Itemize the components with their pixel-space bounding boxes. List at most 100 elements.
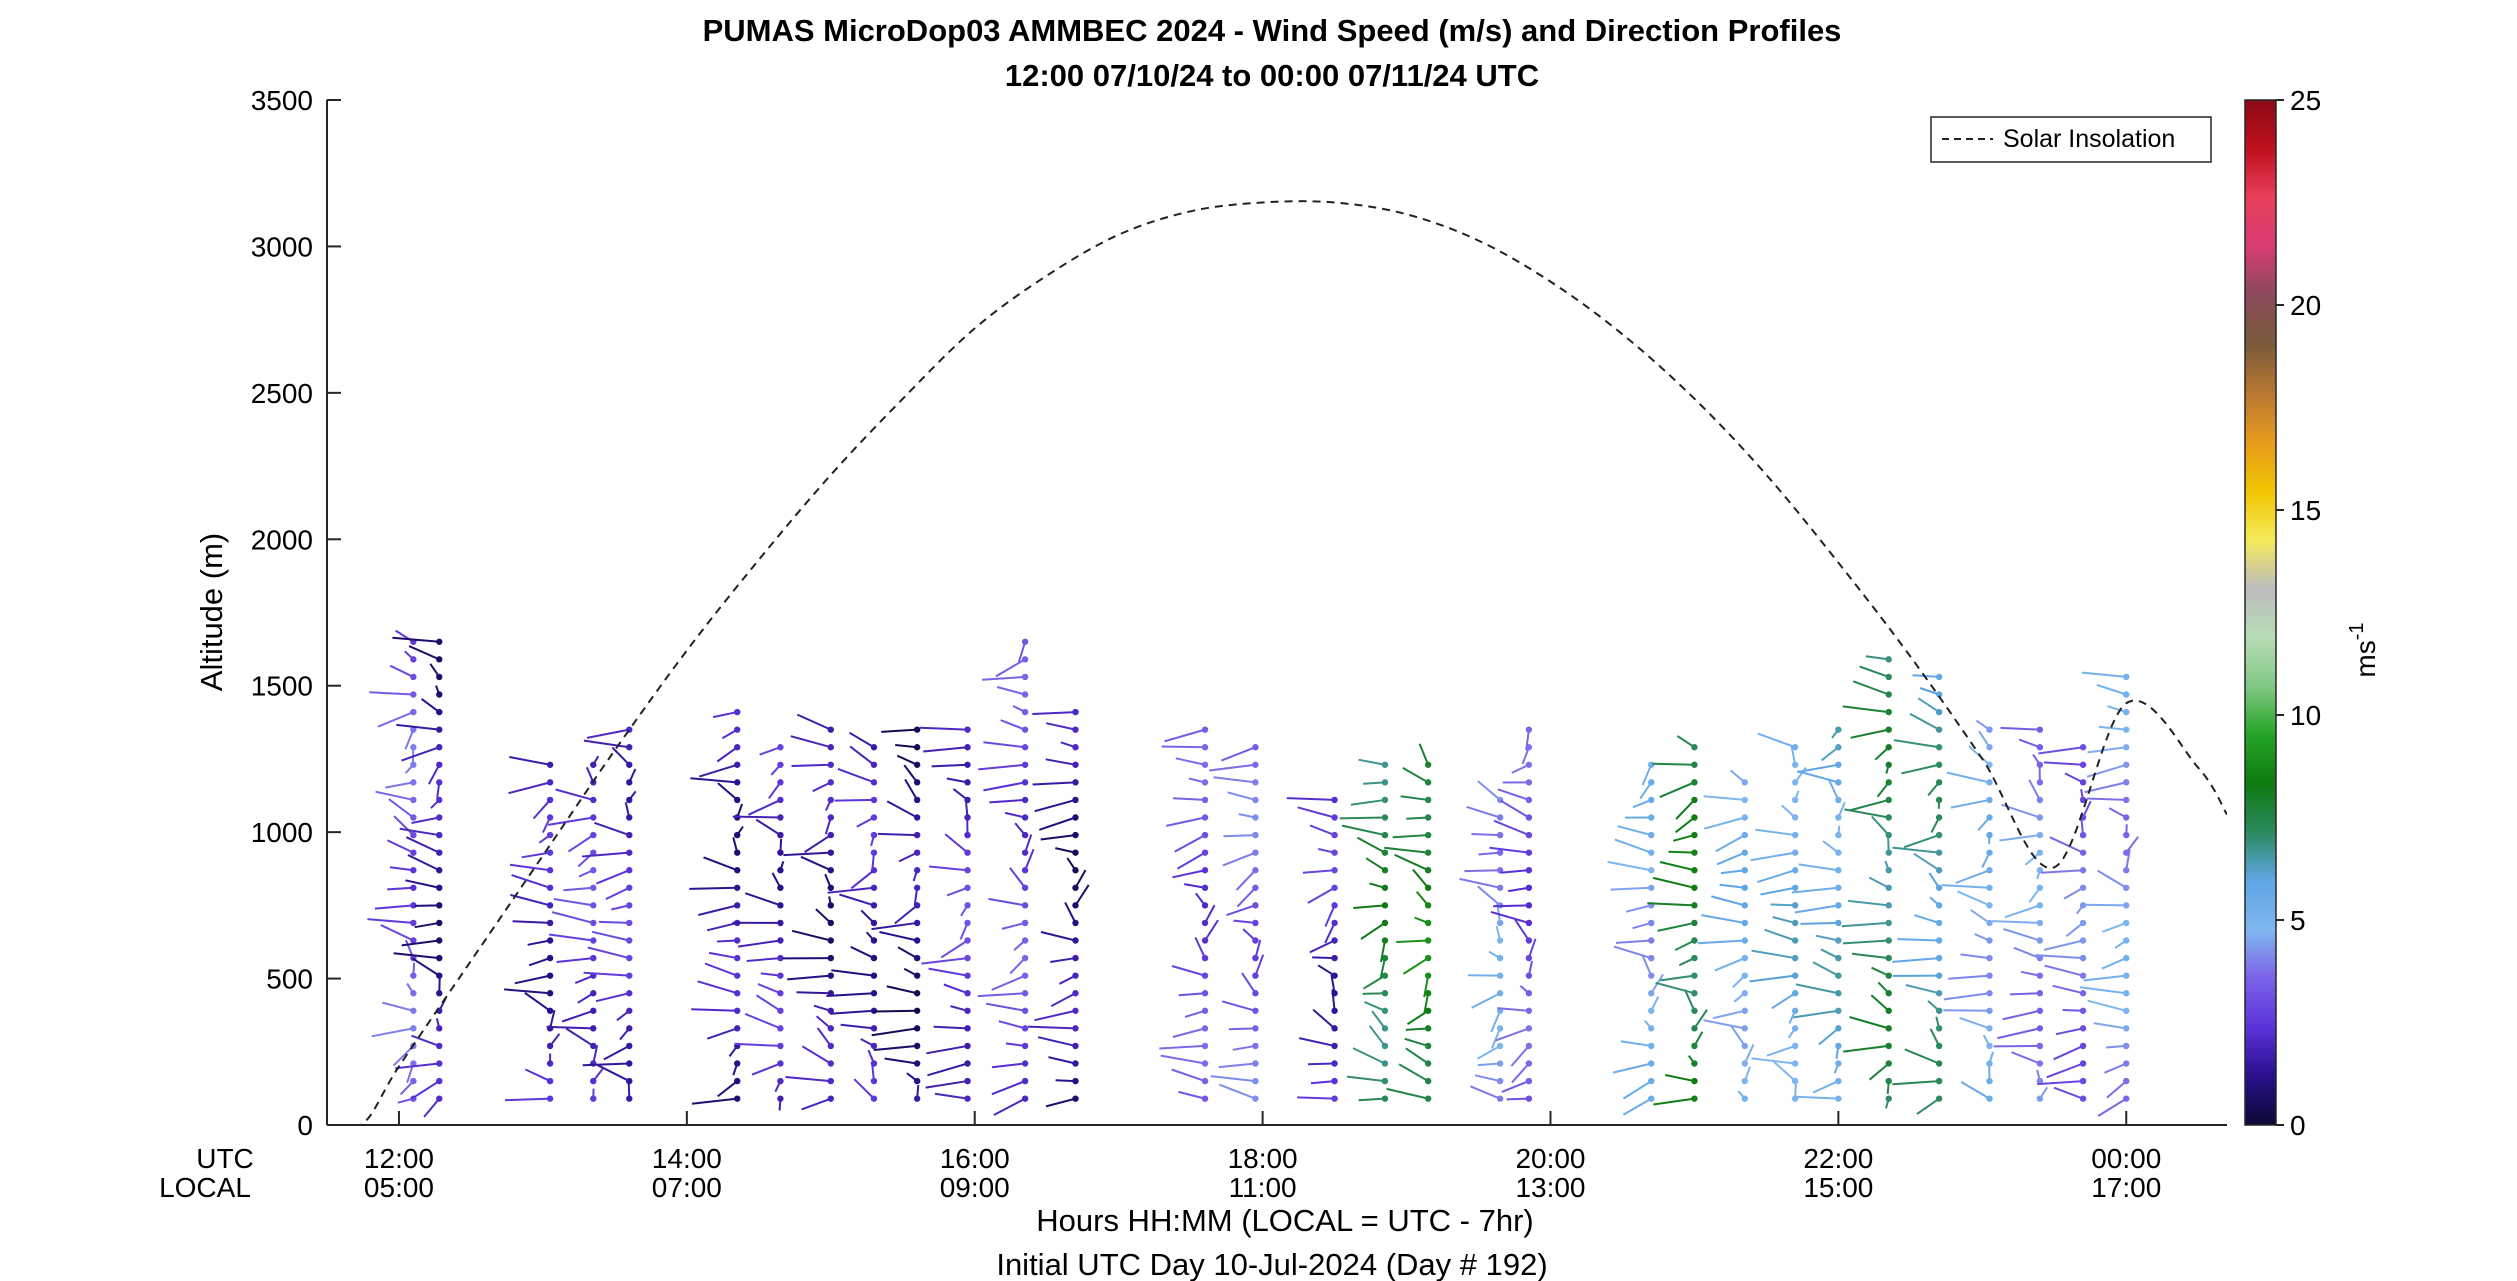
wind-point — [1381, 919, 1389, 927]
wind-barb — [1800, 921, 1839, 925]
wind-barb — [2107, 705, 2127, 714]
wind-barb — [1668, 850, 1695, 854]
wind-point — [1835, 761, 1842, 768]
wind-point — [1648, 1077, 1655, 1085]
wind-point — [777, 796, 784, 804]
wind-barb — [1175, 757, 1206, 766]
wind-point — [1885, 919, 1892, 927]
wind-barb — [1040, 834, 1076, 841]
wind-point — [964, 779, 971, 786]
wind-point — [1741, 884, 1749, 891]
wind-barb — [2013, 946, 2041, 960]
wind-point — [1935, 902, 1943, 909]
wind-barb — [940, 939, 969, 959]
wind-profile — [504, 756, 561, 1102]
wind-barb — [1610, 886, 1652, 891]
wind-barb — [1171, 965, 1206, 977]
wind-point — [1986, 849, 1993, 856]
wind-point — [734, 867, 741, 874]
wind-point — [2036, 937, 2044, 944]
wind-point — [1331, 867, 1338, 874]
wind-point — [1252, 1095, 1259, 1102]
wind-point — [590, 849, 597, 856]
wind-barb — [1715, 834, 1746, 853]
wind-point — [964, 990, 971, 997]
wind-barb — [790, 735, 832, 749]
wind-point — [1424, 849, 1432, 856]
wind-barb — [796, 991, 831, 995]
wind-point — [913, 796, 921, 804]
wind-point — [410, 1025, 417, 1032]
wind-barb — [2062, 1009, 2084, 1012]
wind-barb — [1683, 989, 1696, 1012]
wind-point — [1986, 779, 1993, 786]
wind-barb — [2052, 984, 2084, 995]
wind-point — [1935, 1025, 1943, 1032]
wind-point — [964, 726, 971, 733]
wind-barb — [1941, 884, 1990, 889]
wind-point — [734, 954, 741, 962]
wind-barb — [1184, 1009, 1206, 1018]
wind-barb — [1241, 972, 1257, 994]
wind-point — [1496, 884, 1504, 891]
wind-barb — [1676, 735, 1695, 749]
wind-point — [1648, 1025, 1655, 1032]
y-tick-label: 1500 — [251, 671, 313, 702]
wind-point — [1935, 867, 1943, 874]
wind-point — [1935, 691, 1943, 698]
x-tick-label-utc: 20:00 — [1515, 1143, 1585, 1174]
wind-barb — [1055, 1079, 1076, 1083]
wind-point — [964, 761, 971, 768]
wind-point — [1986, 796, 1993, 804]
wind-barb — [1904, 1048, 1940, 1065]
wind-barb — [528, 957, 551, 967]
wind-barb — [1791, 886, 1839, 894]
wind-barb — [1218, 1083, 1256, 1100]
wind-barb — [1946, 771, 1990, 784]
wind-point — [1835, 726, 1842, 733]
wind-point — [590, 761, 597, 768]
wind-barb — [1828, 779, 1840, 801]
wind-point — [626, 761, 633, 768]
wind-barb — [1620, 1040, 1652, 1047]
wind-barb — [1850, 728, 1889, 739]
wind-point — [1885, 867, 1892, 874]
wind-profile — [871, 726, 921, 1102]
wind-barb — [510, 893, 551, 907]
wind-point — [1021, 1025, 1029, 1032]
wind-barb — [747, 799, 781, 816]
colorbar-tick-label: 10 — [2290, 700, 2321, 731]
wind-point — [964, 972, 971, 979]
wind-point — [410, 691, 417, 698]
wind-barb — [1490, 910, 1530, 924]
wind-barb — [411, 816, 440, 824]
wind-point — [410, 867, 417, 874]
wind-barb — [396, 723, 440, 731]
wind-barb — [1478, 851, 1501, 856]
wind-point — [1986, 919, 1993, 927]
wind-barb — [423, 1098, 441, 1118]
wind-barb — [787, 974, 831, 981]
wind-barb — [411, 1080, 440, 1100]
wind-barb — [1412, 868, 1429, 889]
wind-point — [436, 726, 443, 733]
wind-point — [2079, 954, 2087, 962]
wind-barb — [2028, 779, 2041, 801]
wind-point — [410, 884, 417, 891]
wind-barb — [1312, 1008, 1336, 1030]
wind-barb — [567, 834, 594, 853]
wind-barb — [563, 886, 594, 892]
wind-barb — [1164, 728, 1206, 743]
wind-barb — [565, 1027, 594, 1047]
wind-point — [1021, 867, 1029, 874]
wind-point — [590, 796, 597, 804]
wind-point — [436, 902, 443, 909]
wind-point — [1496, 954, 1504, 962]
wind-barb — [2096, 683, 2127, 696]
wind-point — [1201, 1060, 1209, 1067]
wind-point — [590, 1007, 597, 1014]
wind-point — [1525, 1095, 1533, 1102]
wind-point — [827, 1025, 834, 1032]
wind-barb — [2108, 807, 2127, 819]
wind-point — [1525, 1025, 1533, 1032]
